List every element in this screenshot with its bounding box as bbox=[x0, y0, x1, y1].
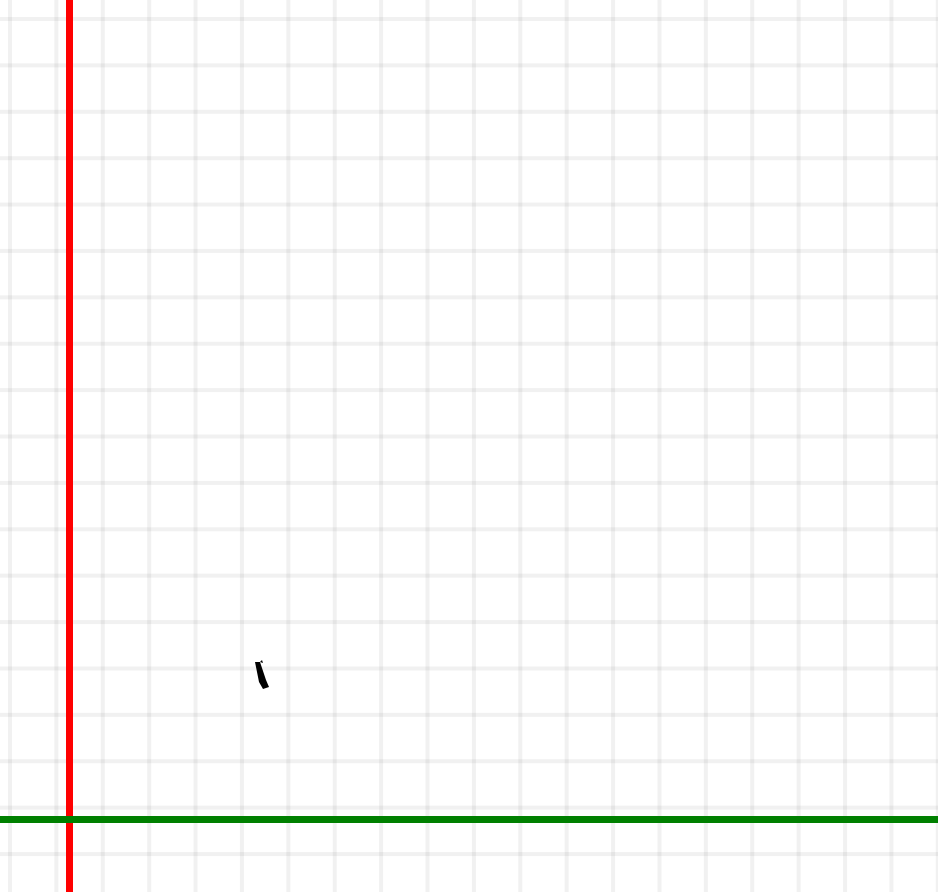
pencil-icon bbox=[255, 660, 269, 689]
y-axis-line bbox=[66, 0, 73, 892]
x-axis-line bbox=[0, 816, 938, 823]
